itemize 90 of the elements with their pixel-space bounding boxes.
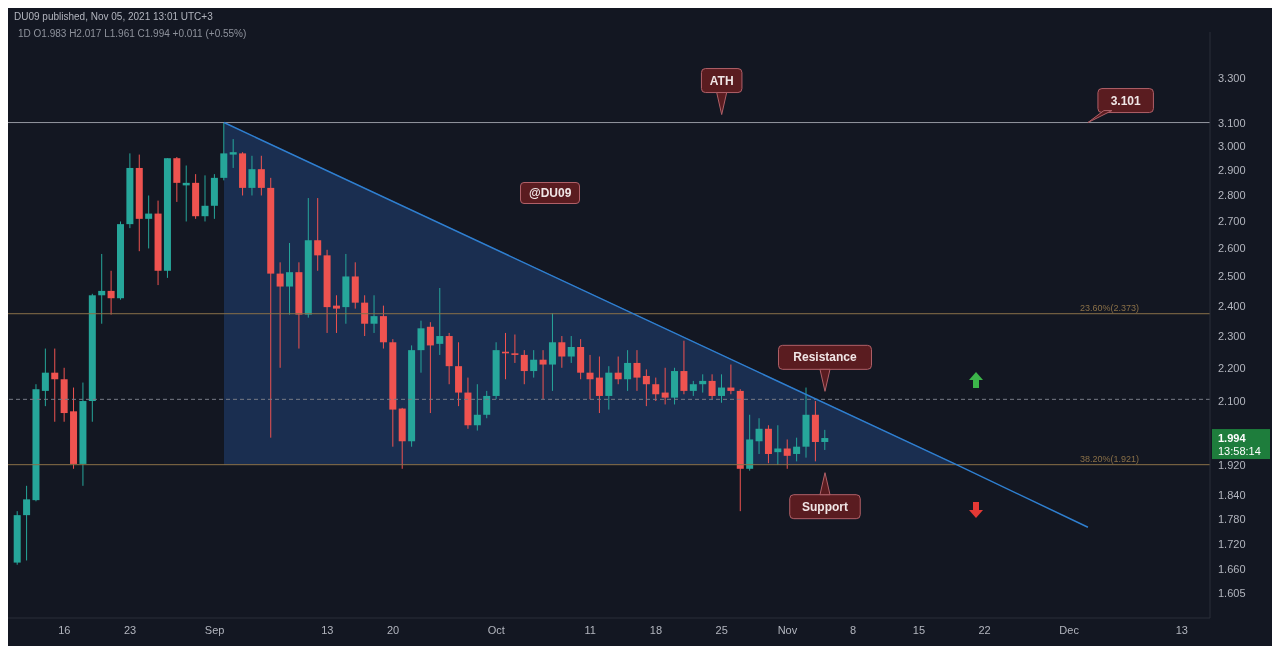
candlestick xyxy=(23,485,31,561)
x-tick-label: 13 xyxy=(1175,623,1188,636)
candlestick xyxy=(276,261,284,369)
annotation: 3.101 xyxy=(1110,93,1142,108)
x-tick-label: 20 xyxy=(386,623,400,636)
candlestick xyxy=(370,294,378,334)
chart-subtitle: 1D O1.983 H2.017 L1.961 C1.994 +0.011 (+0.55%) xyxy=(18,28,247,39)
y-tick-label: 2.800 xyxy=(1218,189,1246,202)
y-tick-label: 2.700 xyxy=(1218,215,1246,228)
ref-line-label: 23.60%(2.373) xyxy=(1080,302,1140,313)
candlestick xyxy=(642,368,650,407)
candlestick xyxy=(145,195,153,249)
candlestick xyxy=(652,377,660,402)
text: 13:58:14 xyxy=(1218,445,1261,458)
candlestick xyxy=(314,197,322,272)
y-tick-label: 1.660 xyxy=(1218,562,1246,575)
candlestick xyxy=(680,340,688,395)
annotation: @DU09 xyxy=(520,182,581,204)
candlestick xyxy=(717,373,725,404)
candlestick xyxy=(586,354,594,400)
candlestick xyxy=(558,335,566,369)
y-tick-label: 2.200 xyxy=(1218,361,1246,374)
annotation: Resistance xyxy=(793,350,857,365)
candlestick xyxy=(605,365,613,411)
candlestick xyxy=(530,349,538,379)
candlestick xyxy=(708,373,716,400)
candlestick xyxy=(201,174,209,222)
y-tick-label: 2.400 xyxy=(1218,299,1246,312)
y-tick-label: 3.100 xyxy=(1218,116,1246,129)
x-tick-label: Sep xyxy=(204,623,225,636)
ref-line-label: 38.20%(1.921) xyxy=(1080,453,1140,464)
candlestick xyxy=(661,367,669,405)
candlestick xyxy=(699,373,707,394)
y-tick-label: 1.920 xyxy=(1218,458,1246,471)
candlestick xyxy=(229,138,237,169)
annotation: ATH xyxy=(709,73,734,88)
x-tick-label: 15 xyxy=(912,623,926,636)
candlestick xyxy=(107,270,115,316)
candlestick xyxy=(539,349,547,400)
candlestick xyxy=(614,356,622,385)
x-tick-label: 25 xyxy=(715,623,728,636)
x-tick-label: 8 xyxy=(850,623,857,636)
x-tick-label: Oct xyxy=(487,623,505,636)
x-tick-label: 22 xyxy=(978,623,991,636)
candlestick xyxy=(51,348,59,423)
x-tick-label: 11 xyxy=(584,623,596,636)
candlestick xyxy=(567,335,575,364)
candlestick xyxy=(436,287,444,356)
candlestick xyxy=(361,294,369,337)
candlestick xyxy=(520,349,528,385)
candlestick xyxy=(98,253,106,325)
y-tick-label: 3.000 xyxy=(1218,140,1246,153)
y-tick-label: 2.100 xyxy=(1218,394,1246,407)
y-tick-label: 3.300 xyxy=(1218,72,1246,85)
annotation: Support xyxy=(801,499,848,514)
candlestick xyxy=(727,364,735,395)
candlestick xyxy=(257,155,265,196)
candlestick xyxy=(511,333,519,364)
x-tick-label: 13 xyxy=(321,623,334,636)
chart-title: DU09 published, Nov 05, 2021 13:01 UTC+3 xyxy=(14,11,213,22)
x-tick-label: Dec xyxy=(1059,623,1080,636)
x-tick-label: 16 xyxy=(58,623,71,636)
candlestick xyxy=(793,437,801,462)
y-tick-label: 1.840 xyxy=(1218,489,1246,502)
candlestick xyxy=(821,429,829,451)
candlestick xyxy=(473,383,481,432)
candlestick xyxy=(633,349,641,392)
y-tick-label: 1.720 xyxy=(1218,537,1246,550)
candlestick xyxy=(548,312,556,392)
candlestick xyxy=(783,438,791,470)
x-tick-label: Nov xyxy=(777,623,798,636)
candlestick xyxy=(332,294,340,334)
candlestick xyxy=(483,390,491,419)
y-tick-label: 2.900 xyxy=(1218,164,1246,177)
candlestick xyxy=(286,242,294,316)
candlestick xyxy=(41,348,49,407)
candlestick xyxy=(248,155,256,196)
candlestick xyxy=(624,349,632,392)
candlestick xyxy=(755,417,763,455)
x-tick-label: 23 xyxy=(123,623,137,636)
text: 1.994 xyxy=(1218,432,1247,445)
y-tick-label: 2.500 xyxy=(1218,270,1246,283)
x-tick-label: 18 xyxy=(649,623,663,636)
candlestick xyxy=(595,356,603,414)
y-tick-label: 2.300 xyxy=(1218,329,1246,342)
candlestick xyxy=(417,320,425,374)
y-tick-label: 2.600 xyxy=(1218,242,1246,255)
y-tick-label: 1.780 xyxy=(1218,513,1246,526)
candlestick xyxy=(426,321,434,414)
y-tick-label: 1.605 xyxy=(1218,586,1246,599)
